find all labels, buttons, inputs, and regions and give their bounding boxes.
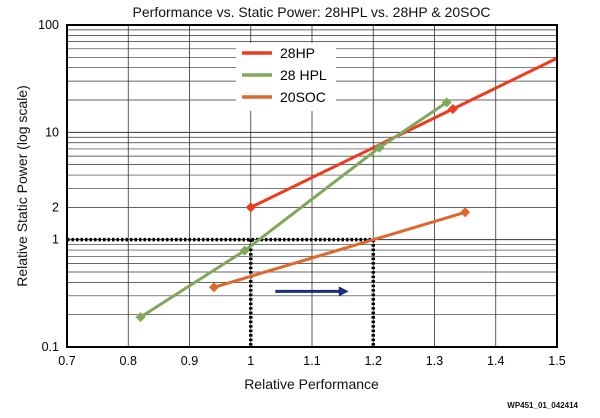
x-tick-label: 1.1 (303, 354, 320, 368)
y-tick-label: 0.1 (42, 340, 59, 354)
data-point-marker (374, 142, 385, 153)
y-tick-label: 100 (38, 18, 59, 32)
data-point-marker (239, 245, 250, 256)
legend-label: 28HP (280, 45, 315, 61)
y-tick-label: 2 (52, 200, 59, 214)
x-tick-label: 1.2 (365, 354, 382, 368)
x-tick-label: 1.3 (426, 354, 443, 368)
data-point-marker (447, 103, 458, 114)
chart-title: Performance vs. Static Power: 28HPL vs. … (132, 4, 491, 20)
x-tick-label: 1.5 (548, 354, 565, 368)
x-axis-label: Relative Performance (244, 376, 379, 392)
x-tick-label: 0.7 (58, 354, 75, 368)
legend-label: 28 HPL (280, 67, 327, 83)
data-point-marker (135, 312, 146, 323)
series-line-28hpl (139, 101, 448, 319)
x-tick-label: 0.8 (120, 354, 137, 368)
figure-id: WP451_01_042414 (507, 401, 578, 410)
x-tick-label: 0.9 (181, 354, 198, 368)
legend-label: 20SOC (280, 89, 326, 105)
x-tick-label: 1 (247, 354, 254, 368)
data-point-marker (441, 97, 452, 108)
y-tick-label: 1 (52, 233, 59, 247)
series-line-20soc (213, 210, 466, 289)
data-point-marker (460, 207, 471, 218)
data-point-marker (245, 202, 256, 213)
data-point-marker (209, 282, 219, 293)
plot-frame (66, 24, 558, 348)
y-tick-label: 10 (45, 125, 59, 139)
x-tick-label: 1.4 (487, 354, 504, 368)
arrow-right-icon (338, 286, 349, 297)
